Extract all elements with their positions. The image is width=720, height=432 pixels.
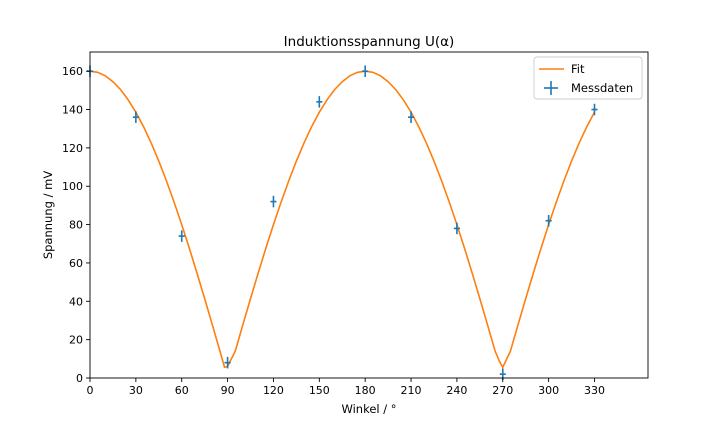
y-axis-label: Spannung / mV <box>41 171 55 259</box>
data-point <box>270 195 277 208</box>
plot-border <box>89 51 649 379</box>
data-point <box>316 96 323 108</box>
data-point <box>453 222 460 235</box>
data-point <box>407 111 415 123</box>
data-point <box>591 103 598 116</box>
data-point <box>362 65 369 77</box>
x-tick-label: 0 <box>87 384 94 397</box>
x-tick-label: 210 <box>401 384 422 397</box>
y-tick-label: 100 <box>62 180 83 193</box>
data-point <box>132 111 139 123</box>
y-axis: 0 20 40 60 80 100 120 140 160 <box>62 65 90 385</box>
x-tick-label: 240 <box>446 384 467 397</box>
legend-data-swatch <box>544 81 558 95</box>
y-tick-label: 60 <box>69 257 83 270</box>
plot-area <box>86 65 598 380</box>
y-tick-label: 140 <box>62 104 83 117</box>
y-tick-label: 40 <box>69 295 83 308</box>
data-point <box>224 356 231 369</box>
x-tick-label: 30 <box>129 384 143 397</box>
legend-data-label: Messdaten <box>571 81 633 95</box>
chart-title: Induktionsspannung U(α) <box>284 34 455 50</box>
legend: Fit Messdaten <box>533 56 643 100</box>
legend-box <box>533 56 643 100</box>
x-tick-label: 150 <box>309 384 330 397</box>
x-tick-label: 330 <box>584 384 605 397</box>
fit-line <box>89 70 596 369</box>
x-tick-label: 90 <box>221 384 235 397</box>
y-tick-label: 120 <box>62 142 83 155</box>
x-tick-label: 300 <box>538 384 559 397</box>
x-axis: 0 30 60 90 120 150 180 210 240 270 300 330 <box>87 378 605 397</box>
y-tick-label: 0 <box>76 372 83 385</box>
legend-fit-label: Fit <box>571 62 585 76</box>
plot-frame <box>90 52 648 378</box>
y-tick-label: 160 <box>62 65 83 78</box>
data-point <box>178 230 185 242</box>
data-point <box>545 215 552 227</box>
x-tick-label: 180 <box>355 384 376 397</box>
y-tick-label: 80 <box>69 219 83 232</box>
x-axis-label: Winkel / ° <box>341 402 396 416</box>
x-tick-label: 120 <box>263 384 284 397</box>
x-tick-label: 60 <box>175 384 189 397</box>
x-tick-label: 270 <box>492 384 513 397</box>
y-tick-label: 20 <box>69 334 83 347</box>
